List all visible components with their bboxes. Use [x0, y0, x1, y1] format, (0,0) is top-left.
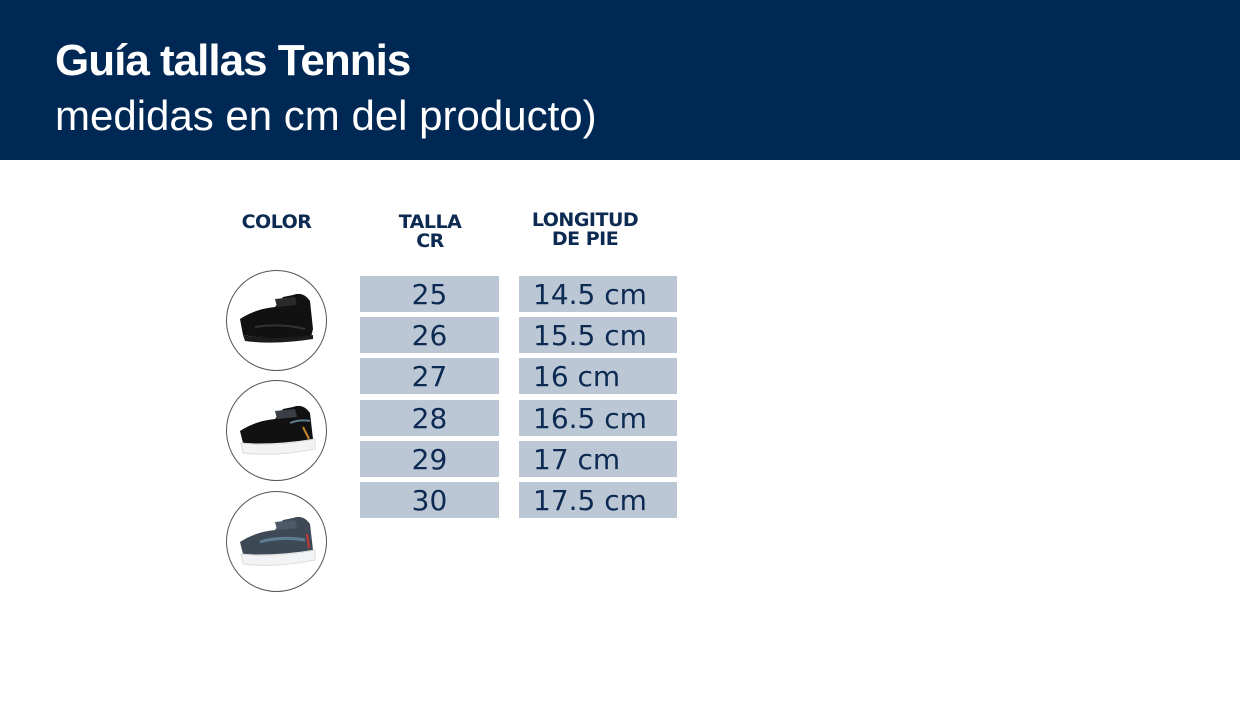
longitud-cell: 17.5 cm: [519, 482, 677, 518]
color-option-gray-white-sole[interactable]: [226, 491, 327, 592]
column-header-longitud-line1: LONGITUD: [531, 209, 639, 231]
longitud-cell: 17 cm: [519, 441, 677, 477]
column-header-talla-line2: CR: [416, 230, 444, 252]
longitud-cell: 16.5 cm: [519, 400, 677, 436]
gray-sneaker-white-sole-image: [240, 516, 316, 566]
column-header-longitud: LONGITUD DE PIE: [515, 211, 655, 249]
talla-cell: 26: [360, 317, 499, 353]
page-title: Guía tallas Tennis: [55, 36, 411, 85]
talla-cell: 28: [360, 400, 499, 436]
column-header-color: COLOR: [241, 211, 312, 233]
color-option-black-white-sole[interactable]: [226, 380, 327, 481]
page-subtitle: medidas en cm del producto): [55, 92, 597, 139]
black-sneaker-black-sole-image: [240, 293, 313, 343]
longitud-cell: 15.5 cm: [519, 317, 677, 353]
column-header-longitud-line2: DE PIE: [551, 228, 619, 250]
talla-cell: 29: [360, 441, 499, 477]
column-header-talla-line1: TALLA: [398, 211, 462, 233]
black-sneaker-white-sole-image: [240, 405, 316, 455]
column-header-talla: TALLA CR: [380, 213, 480, 251]
header-banner: Guía tallas Tennis medidas en cm del pro…: [0, 0, 1240, 160]
talla-cell: 25: [360, 276, 499, 312]
talla-cell: 30: [360, 482, 499, 518]
talla-cell: 27: [360, 358, 499, 394]
color-option-black-black-sole[interactable]: [226, 270, 327, 371]
longitud-cell: 16 cm: [519, 358, 677, 394]
longitud-cell: 14.5 cm: [519, 276, 677, 312]
